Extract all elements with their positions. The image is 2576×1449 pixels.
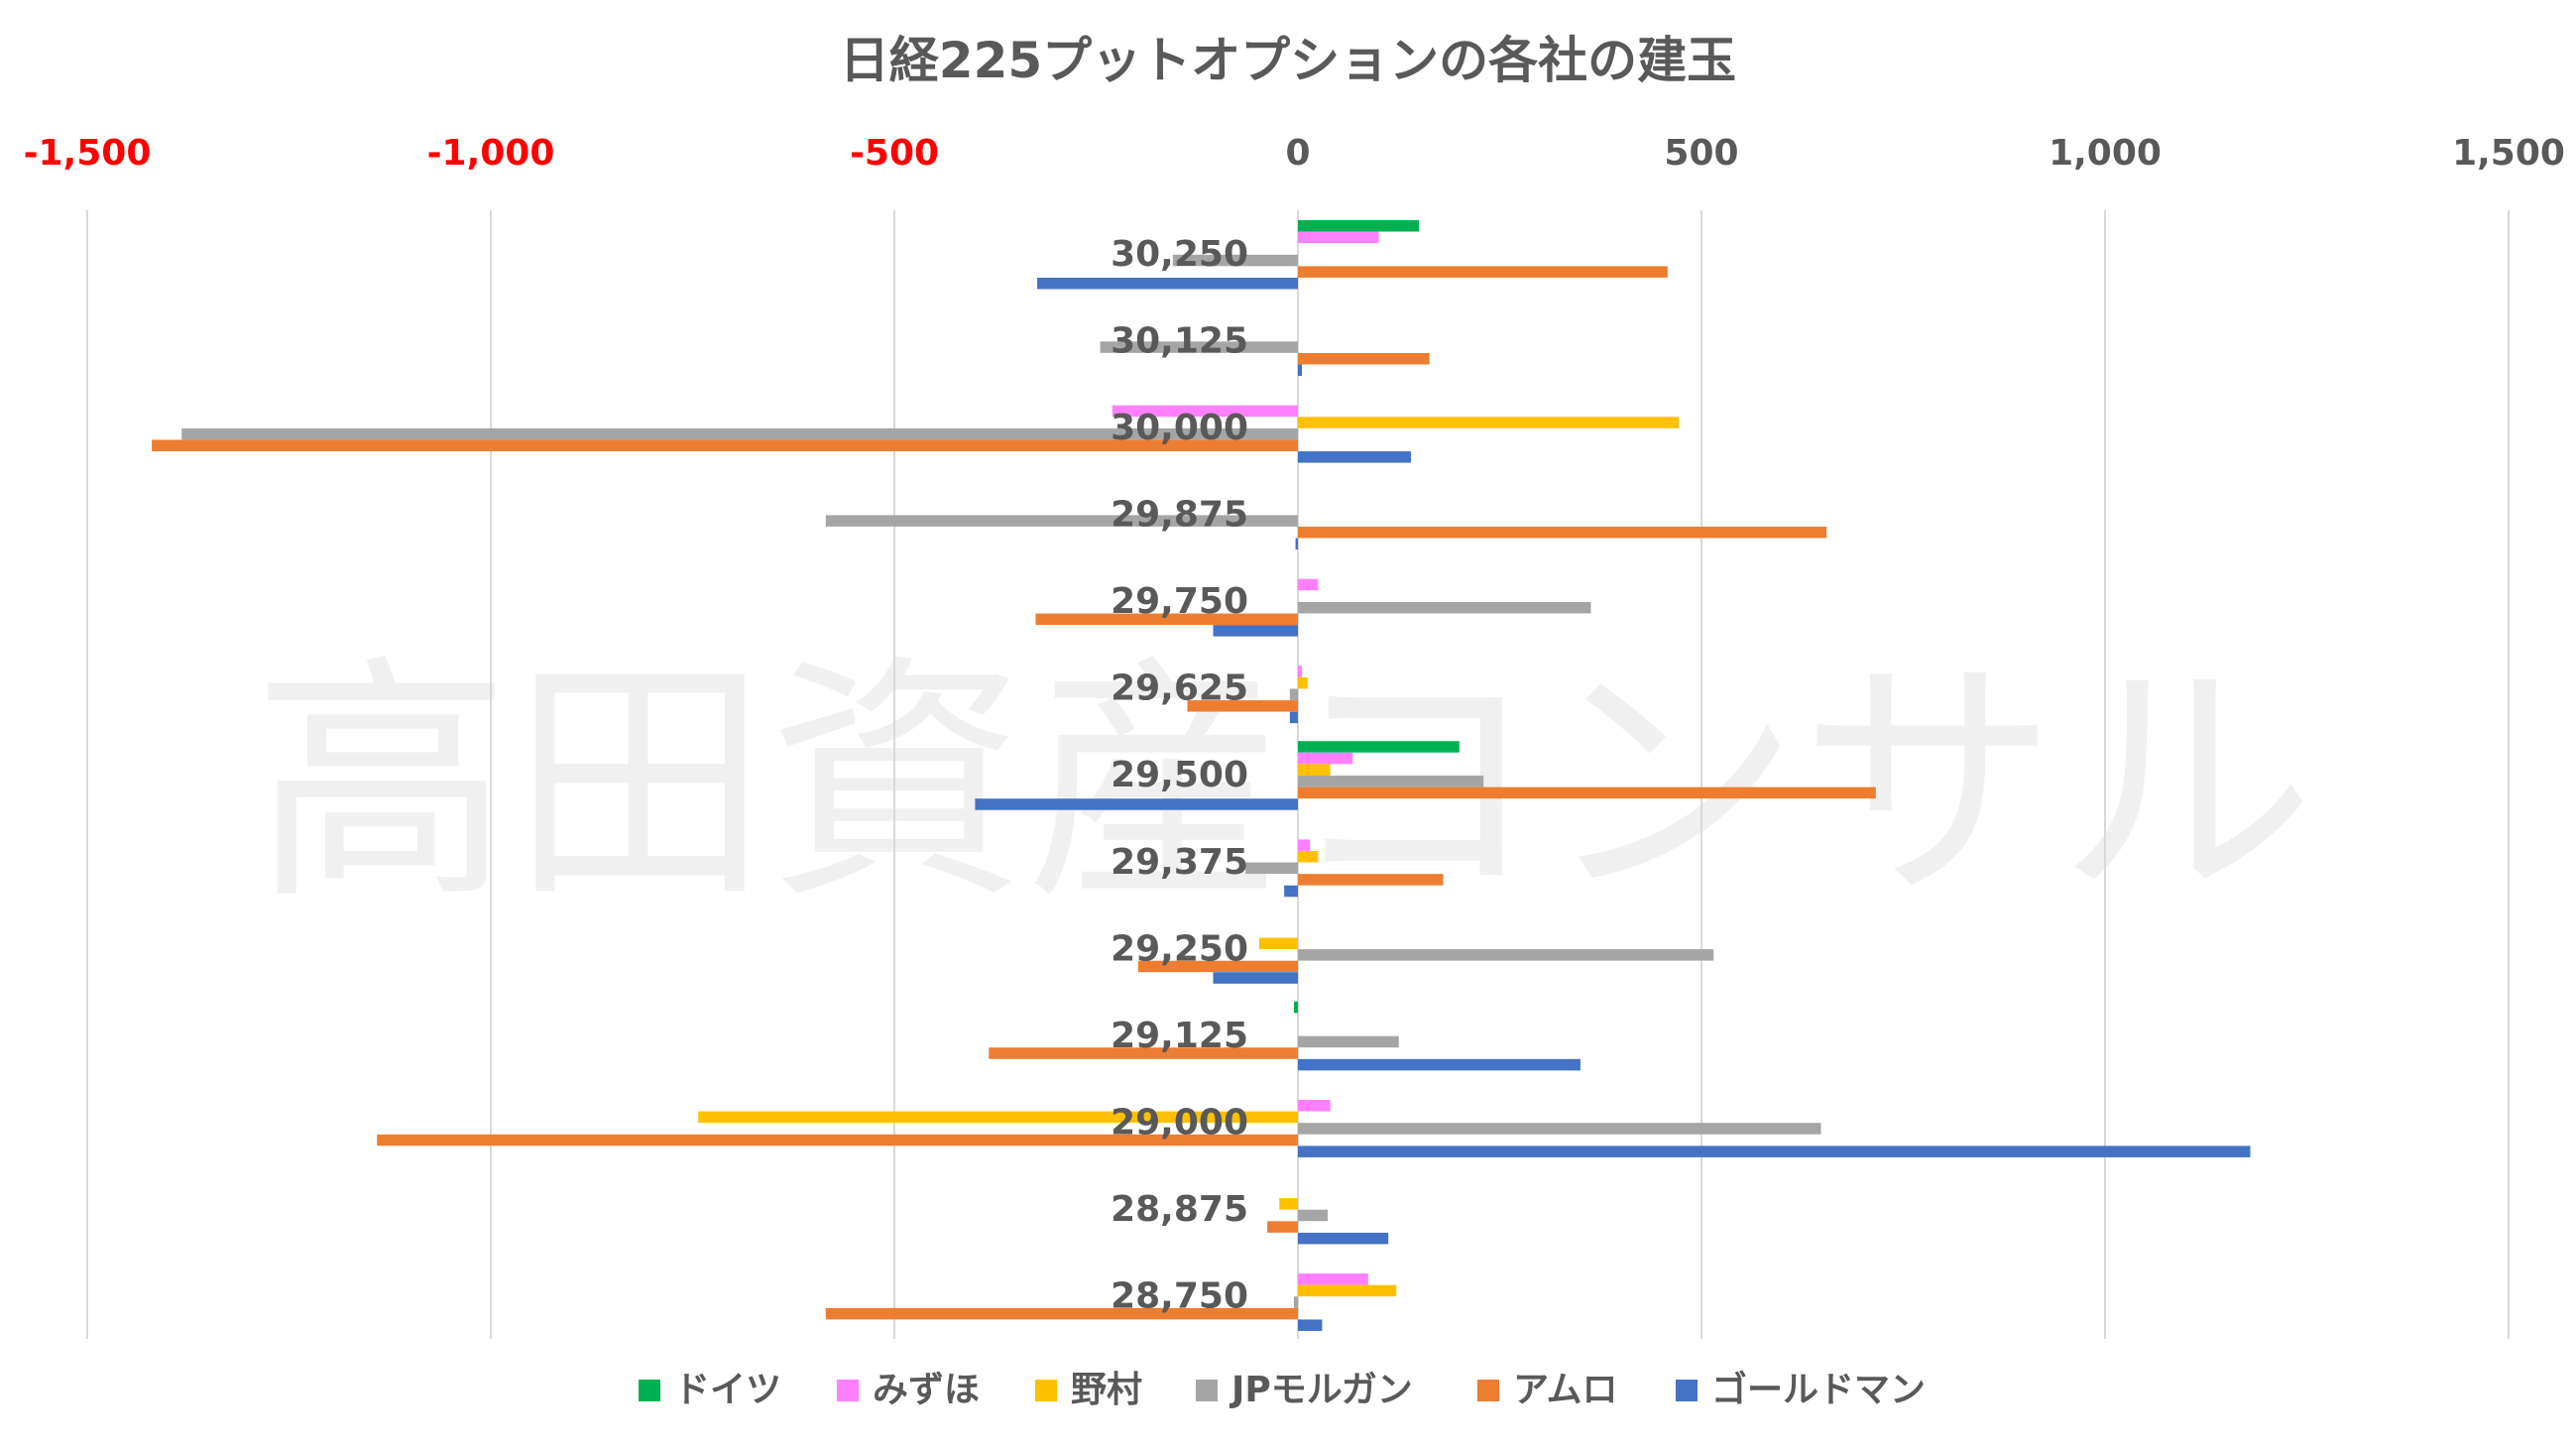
bar-5-13 (825, 1307, 1298, 1320)
bar-4-3 (181, 427, 1298, 440)
bar-6-13 (1298, 1319, 1323, 1331)
category-label-4: 29,875 (1111, 495, 1248, 536)
gridlines (86, 210, 2510, 1339)
bar-5-5 (1035, 613, 1298, 626)
x-tick-label-2: -500 (850, 133, 939, 174)
legend-marker-5 (1477, 1380, 1499, 1401)
legend-marker-2 (837, 1380, 859, 1401)
legend: ドイツ みずほ 野村 JPモルガン アムロ ゴールドマン (639, 1369, 1926, 1410)
bar-5-12 (1267, 1221, 1298, 1233)
bar-5-9 (1137, 960, 1298, 973)
bar-3-13 (1298, 1284, 1397, 1297)
x-tick-label-4: 500 (1664, 133, 1738, 174)
category-label-2: 30,125 (1111, 321, 1248, 362)
bar-2-3 (1112, 405, 1298, 418)
bar-5-11 (377, 1134, 1298, 1147)
bar-6-10 (1298, 1058, 1581, 1071)
category-label-5: 29,750 (1111, 581, 1248, 622)
bar-6-7 (975, 798, 1298, 810)
bar-6-1 (1037, 278, 1298, 290)
x-tick-label-5: 1,000 (2049, 133, 2162, 174)
chart-title: 日経225プットオプションの各社の建玉 (840, 32, 1736, 89)
bar-6-2 (1298, 364, 1303, 377)
bar-2-8 (1298, 839, 1311, 851)
bar-6-3 (1298, 451, 1411, 463)
bar-6-12 (1298, 1232, 1389, 1245)
category-label-3: 30,000 (1111, 408, 1248, 448)
x-tick-label-1: -1,000 (427, 133, 555, 174)
bar-5-6 (1187, 700, 1298, 712)
bar-4-13 (1293, 1296, 1298, 1308)
bar-6-11 (1298, 1146, 2251, 1157)
bar-4-2 (1100, 341, 1298, 353)
legend-marker-4 (1196, 1380, 1218, 1401)
bar-6-8 (1284, 885, 1298, 898)
bar-3-12 (1279, 1198, 1298, 1210)
bar-2-11 (1298, 1099, 1331, 1112)
bar-5-3 (152, 439, 1298, 451)
bar-4-7 (1298, 776, 1484, 787)
category-label-13: 28,750 (1111, 1275, 1248, 1316)
legend-label-3: 野村 (1071, 1370, 1142, 1410)
x-tick-label-6: 1,500 (2452, 133, 2565, 174)
bar-3-6 (1298, 676, 1308, 689)
bar-4-6 (1289, 688, 1298, 700)
x-axis-ticks: -1,500 -1,000 -500 0 500 1,000 1,500 (24, 133, 2565, 174)
x-tick-label-3: 0 (1285, 133, 1310, 174)
bar-5-8 (1298, 874, 1444, 886)
legend-label-1: ドイツ (674, 1370, 781, 1410)
bar-2-1 (1298, 231, 1379, 244)
x-tick-label-0: -1,500 (24, 133, 152, 174)
bar-2-6 (1298, 665, 1303, 677)
bar-3-11 (698, 1111, 1298, 1124)
bar-4-11 (1298, 1123, 1821, 1135)
bar-6-6 (1289, 711, 1298, 724)
bar-2-5 (1298, 578, 1319, 591)
bar-4-1 (1172, 254, 1298, 267)
bar-2-13 (1298, 1273, 1368, 1285)
bar-3-9 (1258, 937, 1298, 950)
category-label-8: 29,375 (1111, 842, 1248, 883)
bar-4-4 (825, 515, 1298, 527)
bar-6-9 (1213, 972, 1298, 984)
bar-5-1 (1298, 266, 1668, 278)
bar-5-4 (1298, 527, 1827, 539)
bar-4-9 (1298, 949, 1714, 961)
legend-label-2: みずほ (873, 1370, 980, 1410)
category-label-10: 29,125 (1111, 1016, 1248, 1056)
legend-label-5: アムロ (1513, 1370, 1617, 1410)
bar-3-7 (1298, 764, 1331, 776)
legend-marker-6 (1676, 1380, 1698, 1401)
bar-2-7 (1298, 752, 1353, 765)
legend-label-6: ゴールドマン (1711, 1369, 1926, 1410)
bar-6-4 (1295, 538, 1298, 550)
category-label-7: 29,500 (1111, 755, 1248, 795)
category-label-12: 28,875 (1111, 1189, 1248, 1230)
legend-marker-1 (639, 1380, 660, 1401)
bar-4-10 (1298, 1035, 1399, 1048)
legend-label-4: JPモルガン (1229, 1370, 1413, 1410)
bar-3-3 (1298, 417, 1680, 428)
bar-4-5 (1298, 601, 1591, 614)
bar-1-10 (1293, 1001, 1298, 1014)
bar-4-12 (1298, 1209, 1329, 1222)
bar-4-8 (1245, 862, 1298, 875)
watermark-text: 高田資産コンサル (253, 635, 2315, 934)
bar-1-1 (1298, 220, 1420, 232)
bar-series (152, 220, 2251, 1331)
bar-6-5 (1213, 625, 1298, 637)
category-label-9: 29,250 (1111, 928, 1248, 969)
category-label-1: 30,250 (1111, 234, 1248, 275)
bar-5-10 (989, 1047, 1298, 1059)
category-label-6: 29,625 (1111, 668, 1248, 709)
bar-1-7 (1298, 741, 1460, 753)
category-label-11: 29,000 (1111, 1102, 1248, 1143)
bar-5-2 (1298, 352, 1430, 365)
category-labels: 30,250 30,125 30,000 29,875 29,750 29,625 29,5… (1111, 234, 1248, 1316)
bar-5-7 (1298, 786, 1876, 799)
legend-marker-3 (1035, 1380, 1057, 1401)
bar-3-8 (1298, 850, 1319, 863)
